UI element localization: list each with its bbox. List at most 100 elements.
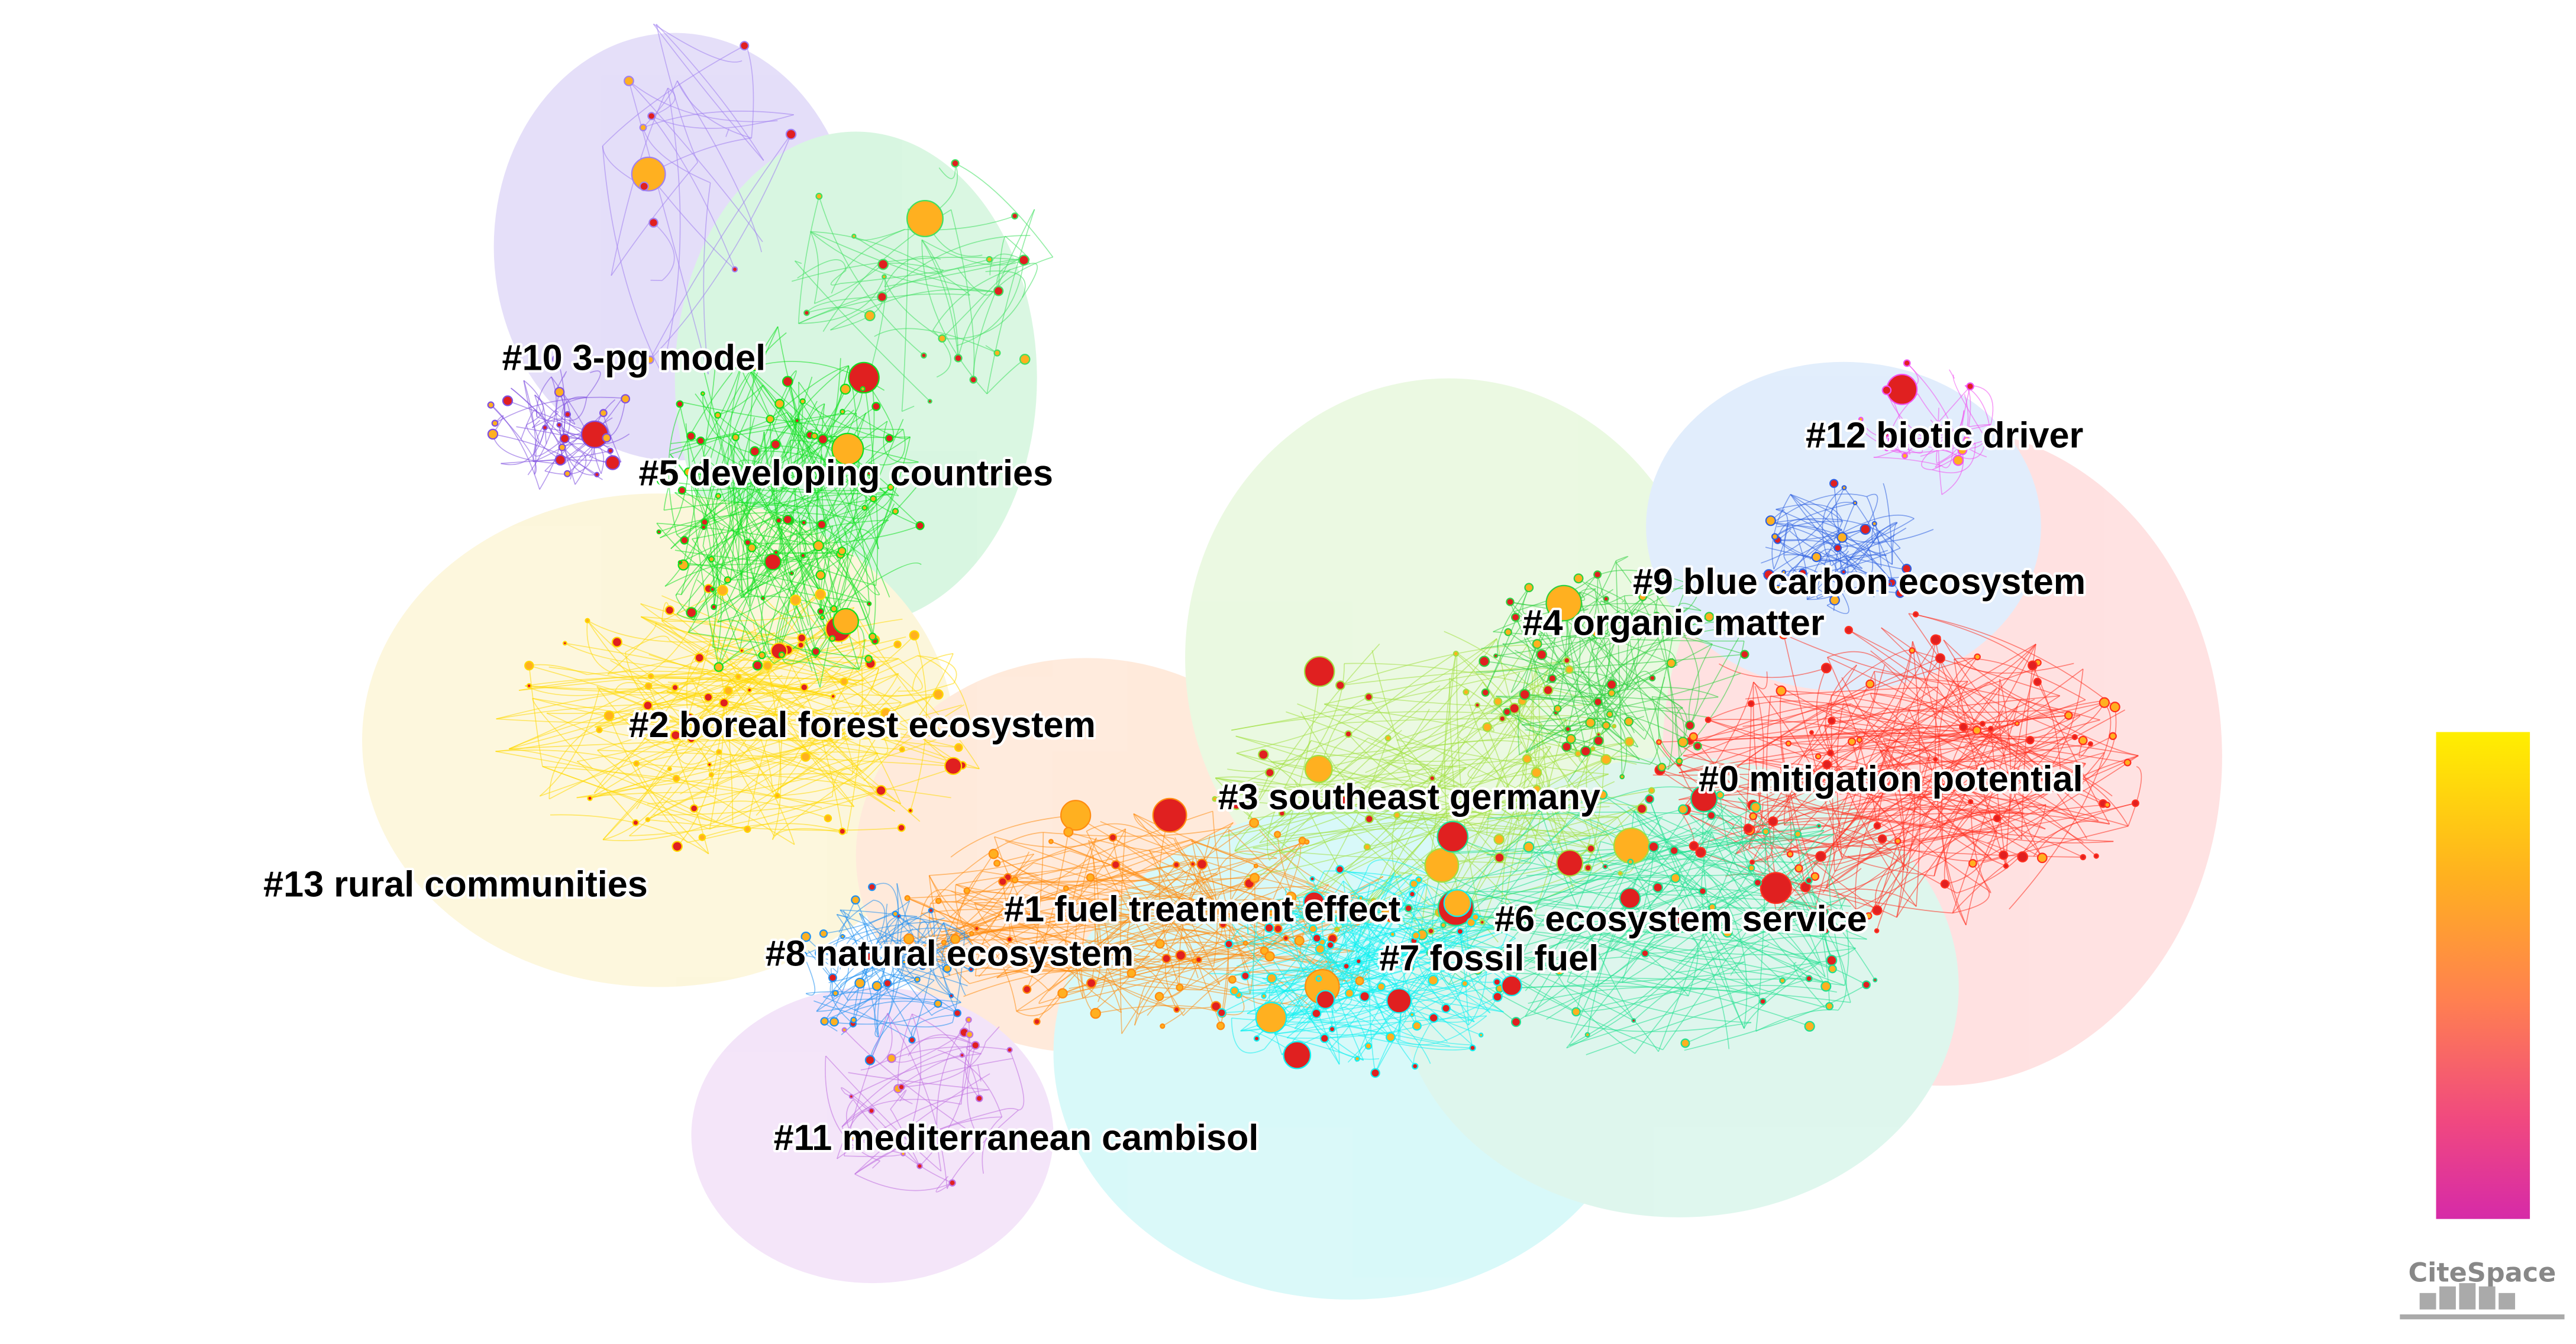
edge (985, 1026, 1000, 1042)
node (828, 973, 837, 983)
edge (851, 1053, 982, 1097)
edge (509, 639, 867, 749)
node (1730, 617, 1736, 623)
node (1231, 799, 1242, 810)
node (1018, 254, 1029, 266)
node (1669, 846, 1679, 855)
edge (1609, 677, 1641, 715)
node (1776, 685, 1787, 696)
edge (1525, 694, 1698, 747)
edge (1908, 736, 2075, 809)
node (950, 934, 961, 945)
node (840, 383, 851, 395)
node (848, 361, 880, 394)
edge (1685, 897, 1847, 1044)
edge (1826, 773, 1975, 889)
node (1006, 1046, 1013, 1053)
edge (1773, 493, 1867, 524)
node (1424, 848, 1460, 883)
node (1437, 820, 1469, 853)
edge (1604, 596, 1644, 726)
node (1871, 521, 1877, 526)
cluster-label: #4 organic matter (1522, 602, 1824, 642)
edge (676, 748, 715, 793)
edge (1361, 638, 1497, 791)
node (1370, 897, 1377, 904)
edge (712, 417, 756, 647)
node (832, 608, 859, 635)
node (698, 833, 706, 841)
node (1648, 926, 1656, 934)
edge (1761, 487, 1845, 564)
node (676, 400, 684, 408)
node (948, 1179, 956, 1187)
edge (1335, 652, 1457, 748)
cluster-label: #5 developing countries (638, 453, 1053, 493)
edge (1557, 966, 1810, 1027)
node (487, 428, 499, 440)
edge (670, 454, 715, 608)
node (1524, 583, 1534, 593)
edge (1374, 915, 1482, 1074)
edge (901, 208, 909, 412)
node (1638, 592, 1647, 602)
node (1939, 784, 1946, 792)
node (1887, 581, 1893, 587)
edge (738, 711, 886, 761)
edge (745, 364, 921, 526)
edge (1473, 741, 1630, 779)
edge (728, 720, 795, 845)
edge (883, 421, 919, 464)
edge (816, 949, 969, 1012)
node (1597, 790, 1607, 800)
edge (955, 163, 1054, 258)
node (933, 689, 944, 700)
node (1386, 916, 1393, 923)
node (850, 1016, 857, 1023)
edge (1418, 941, 1516, 1023)
node (554, 387, 565, 398)
node (942, 964, 952, 973)
edge (1738, 797, 1832, 961)
node (670, 730, 681, 741)
node (1242, 941, 1248, 946)
node (564, 470, 571, 477)
edge (1479, 873, 1754, 959)
edge (1350, 983, 1471, 992)
edge (803, 955, 816, 996)
edge (810, 231, 819, 304)
edge (1463, 759, 1606, 919)
node (599, 409, 608, 418)
node (1554, 965, 1565, 976)
edge (956, 260, 1025, 347)
node (993, 860, 1001, 867)
edge (495, 749, 677, 779)
node (1253, 1035, 1260, 1042)
edge (704, 326, 779, 522)
edge (1353, 925, 1370, 953)
node (782, 376, 793, 387)
edge (841, 1087, 872, 1112)
edge (1954, 658, 2074, 674)
edge (1313, 928, 1376, 951)
edge (747, 519, 889, 592)
node (701, 524, 707, 531)
edge (1826, 702, 1968, 806)
edge (602, 146, 662, 373)
node (1311, 1008, 1322, 1019)
edge (1884, 664, 2072, 816)
edge (1126, 976, 1313, 1009)
edge (1813, 801, 1971, 915)
edge (1678, 791, 2025, 814)
edge (986, 209, 1035, 394)
node (1086, 873, 1095, 882)
edge (1525, 694, 1616, 699)
edge (629, 796, 833, 836)
edge (531, 419, 541, 428)
node (731, 433, 740, 441)
node (1619, 887, 1641, 909)
node (1304, 839, 1310, 845)
node (1364, 1042, 1373, 1050)
edge (1881, 627, 2088, 839)
cluster-label: #12 biotic driver (1806, 415, 2083, 455)
